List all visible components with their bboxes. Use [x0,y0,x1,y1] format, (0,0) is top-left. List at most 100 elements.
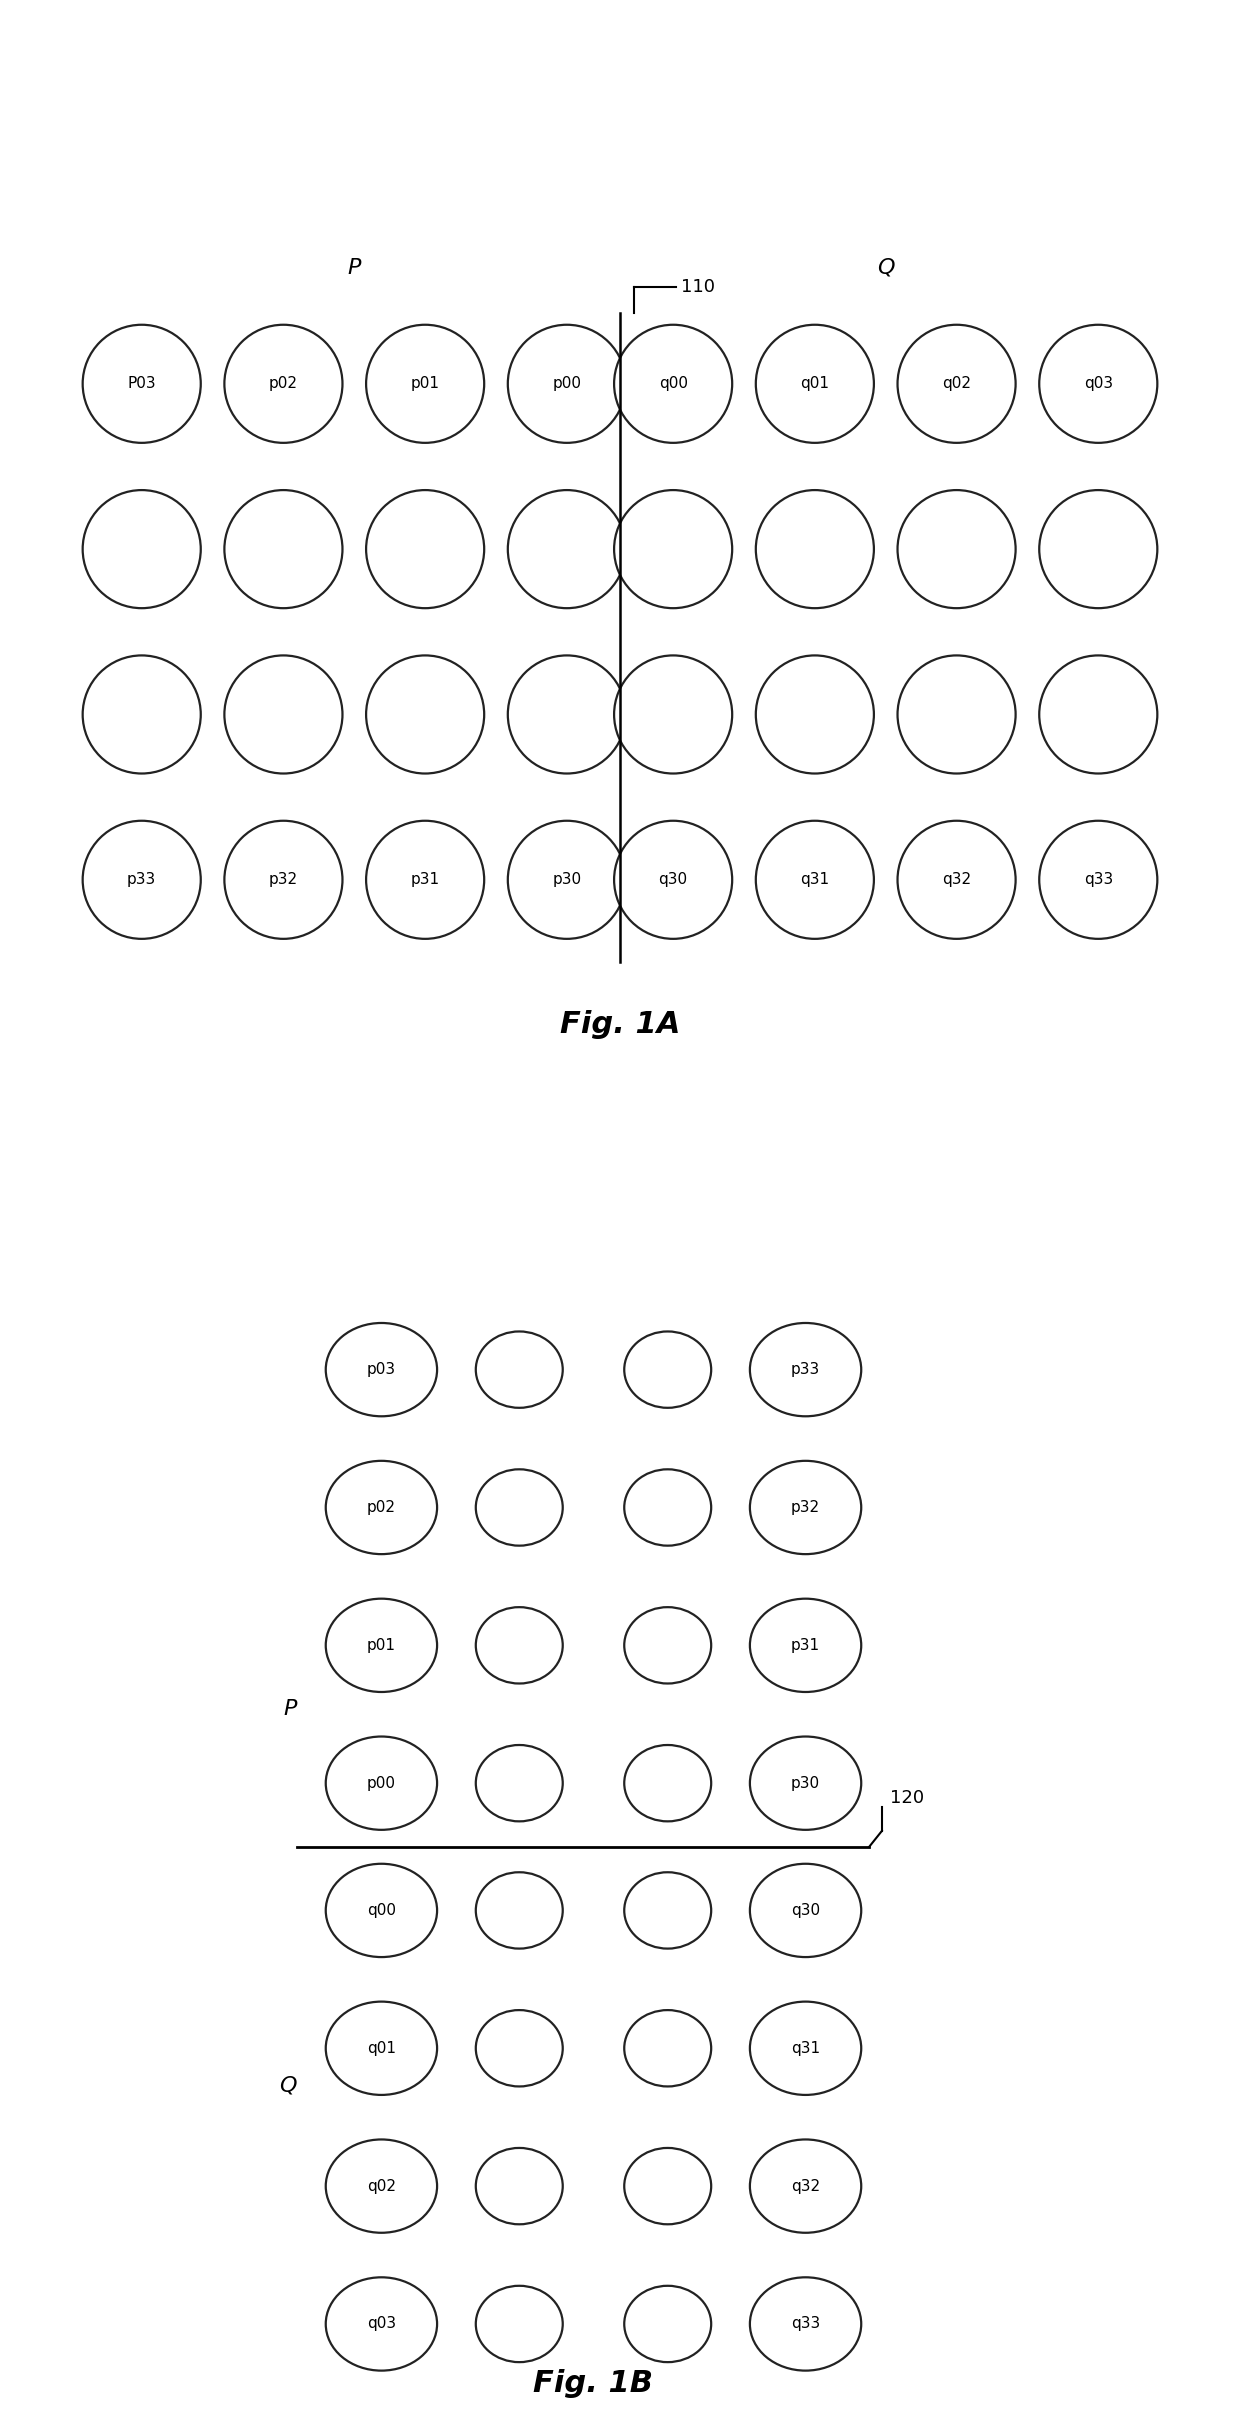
Ellipse shape [326,1737,436,1830]
Ellipse shape [898,656,1016,773]
Ellipse shape [83,821,201,938]
Ellipse shape [476,1606,563,1684]
Text: P03: P03 [128,377,156,391]
Ellipse shape [326,1864,436,1956]
Text: q03: q03 [1084,377,1112,391]
Ellipse shape [326,1322,436,1417]
Ellipse shape [1039,656,1157,773]
Text: q02: q02 [367,2180,396,2194]
Ellipse shape [756,821,874,938]
Ellipse shape [224,326,342,442]
Text: q31: q31 [800,872,830,887]
Text: p02: p02 [367,1499,396,1514]
Text: Q: Q [279,2075,296,2095]
Ellipse shape [750,1864,862,1956]
Text: p01: p01 [367,1638,396,1652]
Ellipse shape [326,2277,436,2372]
Text: p00: p00 [552,377,582,391]
Text: P: P [347,258,361,277]
Ellipse shape [756,326,874,442]
Ellipse shape [476,1871,563,1949]
Ellipse shape [83,326,201,442]
Text: q33: q33 [791,2316,820,2330]
Ellipse shape [624,1470,712,1545]
Ellipse shape [614,656,732,773]
Ellipse shape [1039,326,1157,442]
Ellipse shape [508,326,626,442]
Text: q00: q00 [367,1903,396,1917]
Text: q01: q01 [800,377,830,391]
Ellipse shape [476,2148,563,2223]
Ellipse shape [614,491,732,608]
Text: q30: q30 [658,872,688,887]
Text: q31: q31 [791,2041,820,2056]
Text: Fig. 1A: Fig. 1A [559,1011,681,1040]
Ellipse shape [508,821,626,938]
Ellipse shape [624,2287,712,2362]
Text: Fig. 1B: Fig. 1B [533,2369,653,2398]
Ellipse shape [508,656,626,773]
Text: Q: Q [877,258,894,277]
Ellipse shape [624,1606,712,1684]
Ellipse shape [624,1745,712,1822]
Ellipse shape [366,491,484,608]
Ellipse shape [750,2138,862,2233]
Ellipse shape [750,2002,862,2095]
Ellipse shape [750,1322,862,1417]
Ellipse shape [624,2010,712,2087]
Text: p32: p32 [269,872,298,887]
Ellipse shape [224,821,342,938]
Ellipse shape [224,656,342,773]
Text: p31: p31 [410,872,440,887]
Text: p30: p30 [791,1776,820,1791]
Ellipse shape [624,2148,712,2223]
Ellipse shape [83,656,201,773]
Ellipse shape [898,491,1016,608]
Ellipse shape [614,326,732,442]
Text: p03: p03 [367,1363,396,1378]
Text: p33: p33 [791,1363,820,1378]
Ellipse shape [476,2010,563,2087]
Ellipse shape [476,1470,563,1545]
Text: p00: p00 [367,1776,396,1791]
Ellipse shape [326,1460,436,1555]
Ellipse shape [750,1737,862,1830]
Text: q32: q32 [942,872,971,887]
Text: p02: p02 [269,377,298,391]
Ellipse shape [366,326,484,442]
Text: q01: q01 [367,2041,396,2056]
Ellipse shape [750,2277,862,2372]
Text: q30: q30 [791,1903,820,1917]
Ellipse shape [476,1332,563,1407]
Ellipse shape [756,656,874,773]
Ellipse shape [326,2138,436,2233]
Text: p31: p31 [791,1638,820,1652]
Text: q03: q03 [367,2316,396,2330]
Ellipse shape [1039,821,1157,938]
Ellipse shape [326,2002,436,2095]
Ellipse shape [756,491,874,608]
Text: q02: q02 [942,377,971,391]
Text: P: P [283,1699,296,1718]
Text: 120: 120 [890,1788,925,1805]
Text: p01: p01 [410,377,440,391]
Ellipse shape [898,821,1016,938]
Ellipse shape [750,1599,862,1691]
Ellipse shape [326,1599,436,1691]
Ellipse shape [366,656,484,773]
Ellipse shape [508,491,626,608]
Ellipse shape [750,1460,862,1555]
Ellipse shape [224,491,342,608]
Text: q00: q00 [658,377,688,391]
Text: q32: q32 [791,2180,820,2194]
Ellipse shape [476,1745,563,1822]
Ellipse shape [624,1332,712,1407]
Text: p30: p30 [552,872,582,887]
Text: 110: 110 [682,277,715,296]
Ellipse shape [366,821,484,938]
Ellipse shape [476,2287,563,2362]
Text: p32: p32 [791,1499,820,1514]
Ellipse shape [614,821,732,938]
Ellipse shape [898,326,1016,442]
Ellipse shape [1039,491,1157,608]
